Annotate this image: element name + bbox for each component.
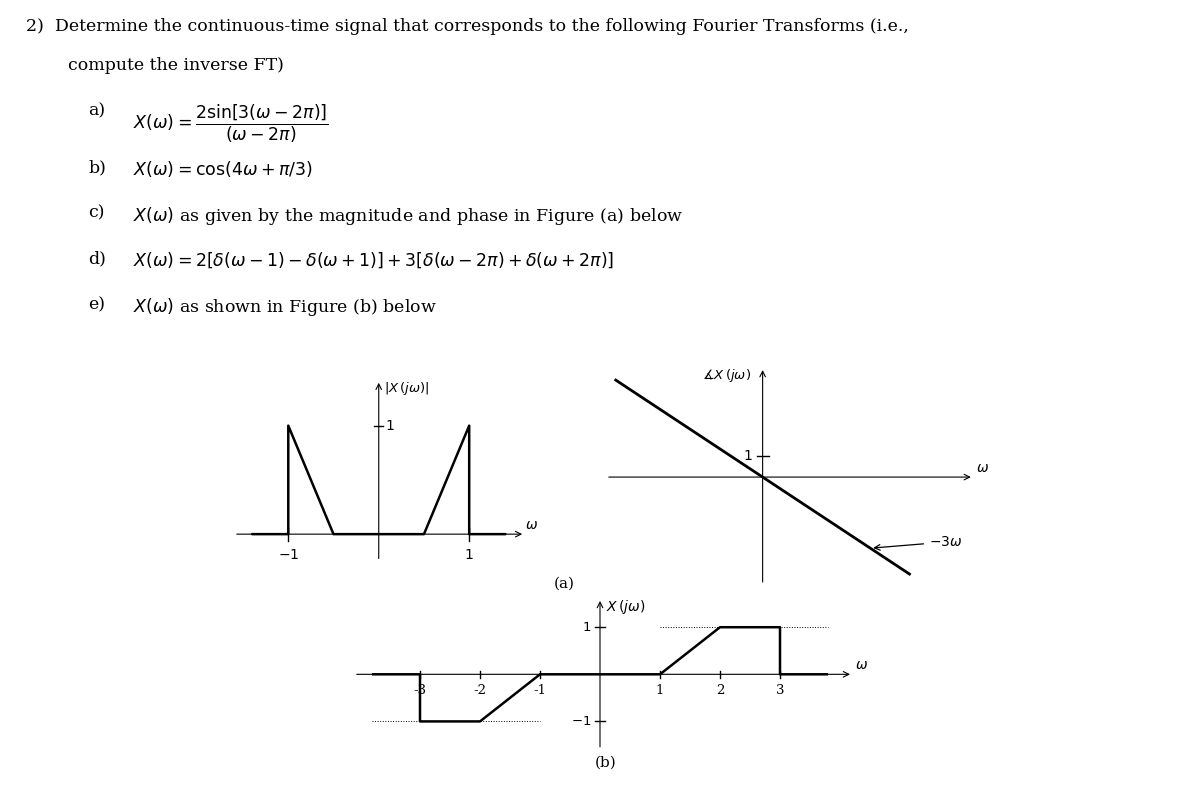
Text: $-3\omega$: $-3\omega$	[875, 535, 962, 550]
Text: compute the inverse FT): compute the inverse FT)	[68, 57, 284, 74]
Text: $X(\omega) = \dfrac{2\sin[3(\omega-2\pi)]}{(\omega-2\pi)}$: $X(\omega) = \dfrac{2\sin[3(\omega-2\pi)…	[133, 102, 329, 144]
Text: $-1$: $-1$	[571, 715, 592, 728]
Text: $\omega$: $\omega$	[976, 461, 989, 475]
Text: $1$: $1$	[582, 621, 592, 633]
Text: $\measuredangle X\,(j\omega)$: $\measuredangle X\,(j\omega)$	[702, 367, 751, 384]
Text: d): d)	[89, 250, 107, 268]
Text: $1$: $1$	[743, 448, 752, 462]
Text: $X(\omega)$ as shown in Figure (b) below: $X(\omega)$ as shown in Figure (b) below	[133, 296, 437, 318]
Text: 3: 3	[775, 684, 785, 697]
Text: -3: -3	[414, 684, 426, 697]
Text: (b): (b)	[595, 755, 617, 769]
Text: c): c)	[89, 205, 104, 222]
Text: 2)  Determine the continuous-time signal that corresponds to the following Fouri: 2) Determine the continuous-time signal …	[26, 18, 908, 35]
Text: 1: 1	[656, 684, 664, 697]
Text: $\omega$: $\omega$	[526, 518, 539, 532]
Text: $X\,(j\omega)$: $X\,(j\omega)$	[606, 598, 646, 616]
Text: $|X\,(j\omega)|$: $|X\,(j\omega)|$	[384, 380, 430, 397]
Text: $X(\omega) = \cos(4\omega + \pi/3)$: $X(\omega) = \cos(4\omega + \pi/3)$	[133, 159, 313, 179]
Text: 2: 2	[716, 684, 724, 697]
Text: $1$: $1$	[464, 548, 474, 562]
Text: $\omega$: $\omega$	[854, 658, 868, 672]
Text: (a): (a)	[553, 577, 575, 591]
Text: $1$: $1$	[385, 418, 395, 433]
Text: a): a)	[89, 102, 106, 119]
Text: -1: -1	[534, 684, 546, 697]
Text: $X(\omega) = 2[\delta(\omega-1) - \delta(\omega+1)] + 3[\delta(\omega-2\pi) + \d: $X(\omega) = 2[\delta(\omega-1) - \delta…	[133, 250, 614, 270]
Text: b): b)	[89, 159, 107, 177]
Text: $-1$: $-1$	[277, 548, 299, 562]
Text: -2: -2	[474, 684, 486, 697]
Text: $X(\omega)$ as given by the magnitude and phase in Figure (a) below: $X(\omega)$ as given by the magnitude an…	[133, 205, 683, 227]
Text: e): e)	[89, 296, 106, 313]
